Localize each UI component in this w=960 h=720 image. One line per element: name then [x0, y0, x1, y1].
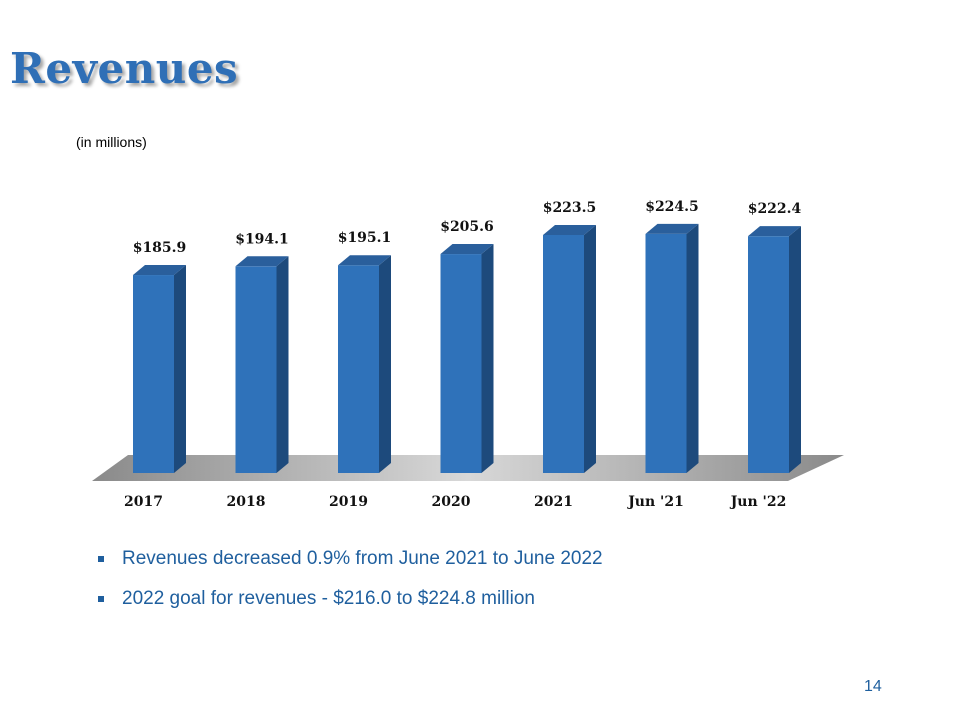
category-label: 2018	[227, 494, 266, 510]
bar-front	[645, 233, 687, 473]
data-label: $224.5	[645, 199, 699, 215]
bullet-text: Revenues decreased 0.9% from June 2021 t…	[122, 548, 603, 569]
data-label: $223.5	[543, 200, 597, 216]
bar-side	[481, 244, 494, 473]
bar	[645, 223, 699, 473]
data-label: $195.1	[338, 230, 392, 246]
bullet-item: 2022 goal for revenues - $216.0 to $224.…	[96, 588, 603, 610]
category-label: 2021	[534, 494, 573, 510]
bullet-square-icon	[98, 556, 104, 562]
bar-side	[686, 223, 699, 473]
bar-top	[440, 244, 494, 255]
bullet-square-icon	[98, 596, 104, 602]
bar-side	[584, 225, 596, 473]
bar-side	[789, 226, 801, 473]
bar-front	[440, 254, 482, 473]
unit-note: (in millions)	[76, 134, 147, 150]
bar-top	[543, 225, 596, 235]
data-label: $205.6	[440, 219, 494, 235]
category-label: 2020	[432, 494, 471, 510]
bar-top	[748, 226, 801, 237]
bar-front	[133, 275, 174, 473]
bar	[440, 244, 494, 473]
bar-front	[235, 266, 277, 473]
bar	[235, 256, 289, 473]
category-label: Jun '21	[626, 494, 684, 510]
bullet-text: 2022 goal for revenues - $216.0 to $224.…	[122, 588, 535, 609]
bar-side	[276, 256, 289, 473]
bar-front	[543, 235, 584, 473]
bar-side	[174, 265, 186, 473]
category-label: Jun '22	[729, 494, 787, 510]
revenue-bar-chart: $185.9 2017 $194.1 2018 $195.1 2019 $205.6 2020…	[92, 199, 844, 510]
bar-side	[379, 255, 391, 473]
bar-top	[338, 255, 391, 266]
bar	[748, 226, 801, 473]
page-number: 14	[864, 678, 882, 695]
bar	[543, 225, 596, 473]
bar-top	[235, 256, 289, 267]
bullet-list: Revenues decreased 0.9% from June 2021 t…	[96, 548, 603, 628]
data-label: $222.4	[748, 201, 802, 217]
data-label: $185.9	[133, 240, 187, 256]
bar-front	[748, 236, 789, 473]
bar	[133, 265, 186, 473]
bar-front	[338, 265, 379, 473]
bar	[338, 255, 391, 473]
bar-top	[133, 265, 186, 276]
bar-top	[645, 223, 699, 234]
bullet-item: Revenues decreased 0.9% from June 2021 t…	[96, 548, 603, 570]
category-label: 2019	[329, 494, 368, 510]
data-label: $194.1	[235, 231, 289, 247]
slide-title: Revenues	[10, 44, 239, 93]
category-label: 2017	[124, 494, 163, 510]
